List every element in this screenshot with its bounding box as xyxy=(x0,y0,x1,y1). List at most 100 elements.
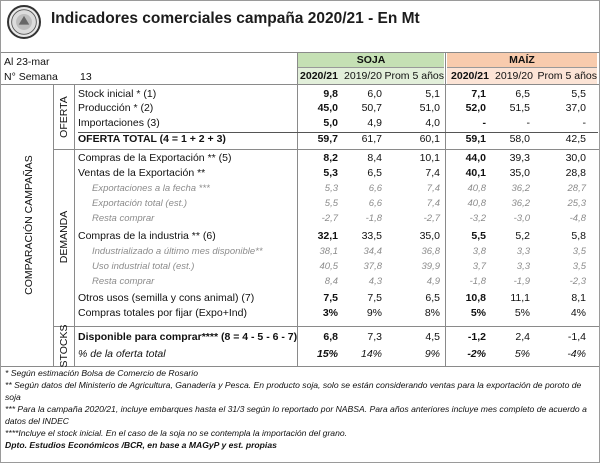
row-value: 2,4 xyxy=(515,331,530,343)
row-value: 3,7 xyxy=(472,261,486,272)
row-value: 10,8 xyxy=(465,292,486,304)
row-value: -3,2 xyxy=(469,213,486,224)
row-value: 51,5 xyxy=(509,102,530,114)
maiz-header: MAÍZ xyxy=(447,53,597,68)
row-label: Resta comprar xyxy=(92,276,155,287)
week-label: N° Semana xyxy=(4,71,58,83)
note-4: ****Incluye el stock inicial. En el caso… xyxy=(5,428,348,438)
row-label: Disponible para comprar**** (8 = 4 - 5 -… xyxy=(78,331,298,343)
row-value: 40,5 xyxy=(319,261,339,272)
row-value: 14% xyxy=(360,348,382,360)
row-value: 28,8 xyxy=(565,167,586,179)
row-label: % de la oferta total xyxy=(78,348,166,360)
row-value: -1,8 xyxy=(469,276,486,287)
table-row: Resta comprar -2,7 -1,8 -2,7 -3,2 -3,0 -4,8 xyxy=(78,212,598,225)
row-value: 7,3 xyxy=(367,331,382,343)
row-value: 39,9 xyxy=(421,261,441,272)
row-value: 8,2 xyxy=(323,152,338,164)
row-value: 51,0 xyxy=(419,102,440,114)
row-value: 3,3 xyxy=(516,261,530,272)
note-2: ** Según datos del Ministerio de Agricul… xyxy=(5,380,582,402)
row-value: 5,3 xyxy=(323,167,338,179)
row-label: Stock inicial * (1) xyxy=(78,88,157,100)
row-value: -3,0 xyxy=(513,213,530,224)
week-value: 13 xyxy=(80,71,92,83)
row-label: Compras totales por fijar (Expo+Ind) xyxy=(78,307,247,319)
row-value: 40,8 xyxy=(467,183,487,194)
row-value: 3% xyxy=(322,307,338,319)
row-value: 7,4 xyxy=(426,183,440,194)
row-value: 36,8 xyxy=(421,246,441,257)
row-value: 5,8 xyxy=(571,230,586,242)
date-label: Al 23-mar xyxy=(4,56,50,68)
footnotes: * Según estimación Bolsa de Comercio de … xyxy=(5,367,595,451)
table-row: Exportación total (est.) 5,5 6,6 7,4 40,8 36,… xyxy=(78,197,598,210)
row-value: 8,4 xyxy=(324,276,338,287)
row-value: 36,2 xyxy=(511,198,531,209)
row-value: 25,3 xyxy=(567,198,587,209)
row-value: 34,4 xyxy=(363,246,383,257)
row-value: 4,5 xyxy=(425,331,440,343)
row-value: 40,1 xyxy=(465,167,486,179)
row-value: 9% xyxy=(424,348,440,360)
soja-header: SOJA xyxy=(298,53,444,68)
row-value: 6,5 xyxy=(515,88,530,100)
row-value: 50,7 xyxy=(361,102,382,114)
table-row: Otros usos (semilla y cons animal) (7) 7,… xyxy=(78,292,598,305)
table-row: Compras de la industria ** (6) 32,1 33,5 35… xyxy=(78,230,598,243)
row-value: 4,3 xyxy=(368,276,382,287)
row-value: 28,7 xyxy=(567,183,587,194)
row-value: 7,4 xyxy=(425,167,440,179)
table-row: Compras totales por fijar (Expo+Ind) 3% 9%… xyxy=(78,307,598,320)
row-value: -4,8 xyxy=(569,213,586,224)
row-value: 52,0 xyxy=(465,102,486,114)
row-value: - xyxy=(482,117,487,129)
row-label: Importaciones (3) xyxy=(78,117,160,129)
row-value: 6,6 xyxy=(368,198,382,209)
table-row: OFERTA TOTAL (4 = 1 + 2 + 3) 59,7 61,7 60,1… xyxy=(78,132,598,145)
col-maiz-prom: Prom 5 años xyxy=(537,70,597,82)
table-row: Producción * (2) 45,0 50,7 51,0 52,0 51,5 37,0 xyxy=(78,102,598,115)
row-value: 5% xyxy=(514,307,530,319)
row-value: 59,7 xyxy=(317,133,338,145)
row-value: 8,1 xyxy=(571,292,586,304)
row-value: 5,0 xyxy=(323,117,338,129)
table-row: Ventas de la Exportación ** 5,3 6,5 7,4 40,1… xyxy=(78,167,598,180)
row-value: 8,4 xyxy=(367,152,382,164)
row-value: 7,5 xyxy=(323,292,338,304)
row-value: 4,9 xyxy=(426,276,440,287)
note-1: * Según estimación Bolsa de Comercio de … xyxy=(5,368,198,378)
row-value: 32,1 xyxy=(317,230,338,242)
row-label: Compras de la Exportación ** (5) xyxy=(78,152,232,164)
note-3: *** Para la campaña 2020/21, incluye emb… xyxy=(5,404,587,426)
row-label: Industrializado a último mes disponible*… xyxy=(92,246,263,257)
page-title: Indicadores comerciales campaña 2020/21 … xyxy=(51,10,420,27)
row-value: 60,1 xyxy=(419,133,440,145)
bcr-logo-icon xyxy=(7,5,41,39)
row-value: 6,8 xyxy=(323,331,338,343)
row-label: Uso industrial total (est.) xyxy=(92,261,195,272)
row-value: 3,8 xyxy=(472,246,486,257)
row-value: 6,5 xyxy=(425,292,440,304)
row-label: Compras de la industria ** (6) xyxy=(78,230,216,242)
row-value: 7,5 xyxy=(367,292,382,304)
row-value: 30,0 xyxy=(565,152,586,164)
table-row: Importaciones (3) 5,0 4,9 4,0 - - - xyxy=(78,117,598,130)
col-soja-2019: 2019/20 xyxy=(344,70,382,82)
row-value: 3,5 xyxy=(572,246,586,257)
row-value: 3,5 xyxy=(572,261,586,272)
row-value: 6,6 xyxy=(368,183,382,194)
row-value: 9% xyxy=(366,307,382,319)
table-row: Uso industrial total (est.) 40,5 37,8 39,9 3… xyxy=(78,260,598,273)
row-label: Otros usos (semilla y cons animal) (7) xyxy=(78,292,255,304)
row-value: 3,3 xyxy=(516,246,530,257)
col-soja-2020: 2020/21 xyxy=(300,70,338,82)
row-value: 40,8 xyxy=(467,198,487,209)
row-value: -2% xyxy=(467,348,486,360)
row-value: 4,0 xyxy=(425,117,440,129)
table-row: Resta comprar 8,4 4,3 4,9 -1,8 -1,9 -2,3 xyxy=(78,275,598,288)
row-value: 4% xyxy=(570,307,586,319)
row-value: 59,1 xyxy=(465,133,486,145)
row-value: 7,1 xyxy=(471,88,486,100)
note-source: Dpto. Estudios Económicos /BCR, en base … xyxy=(5,440,277,450)
